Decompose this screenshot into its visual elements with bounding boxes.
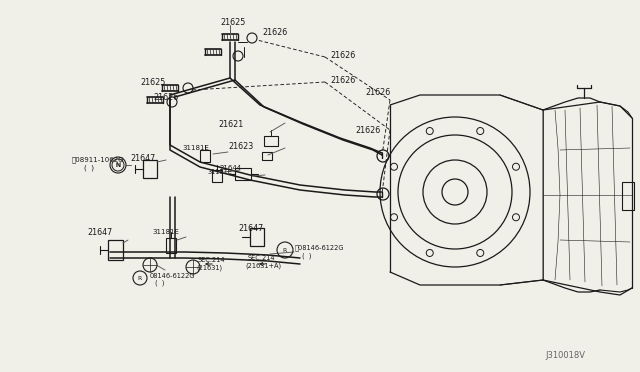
Bar — [166, 238, 176, 253]
Text: 21626: 21626 — [262, 28, 287, 36]
Bar — [200, 150, 210, 162]
Text: 21647: 21647 — [130, 154, 156, 163]
Text: 31181E: 31181E — [152, 229, 179, 235]
Text: 21623: 21623 — [228, 141, 253, 151]
Text: Ⓢ08146-6122G: Ⓢ08146-6122G — [295, 245, 344, 251]
Text: 21626: 21626 — [330, 51, 355, 60]
Text: R: R — [138, 276, 142, 280]
Text: (  ): ( ) — [84, 165, 94, 171]
Text: (  ): ( ) — [302, 253, 312, 259]
Bar — [108, 240, 123, 260]
Text: SEC.214: SEC.214 — [198, 257, 226, 263]
Text: 31181E: 31181E — [208, 169, 233, 175]
Text: 21647: 21647 — [87, 228, 112, 237]
Text: R: R — [283, 247, 287, 253]
Text: (21631+A): (21631+A) — [245, 263, 281, 269]
Text: 21625: 21625 — [140, 77, 165, 87]
Text: 21621: 21621 — [218, 119, 243, 128]
Bar — [262, 152, 272, 160]
Text: 21626: 21626 — [355, 125, 380, 135]
Bar — [250, 228, 264, 246]
Text: N: N — [115, 162, 120, 168]
Text: 08146-6122G: 08146-6122G — [150, 273, 195, 279]
Text: (21631): (21631) — [196, 265, 222, 271]
Bar — [212, 170, 222, 182]
Text: 21625: 21625 — [220, 17, 245, 26]
Bar — [235, 168, 251, 180]
Text: J310018V: J310018V — [545, 350, 585, 359]
Text: ⓝ08911-1062G: ⓝ08911-1062G — [72, 157, 125, 163]
Bar — [264, 136, 278, 146]
Text: SEC.214: SEC.214 — [248, 255, 276, 261]
Text: 21644: 21644 — [220, 165, 242, 171]
Bar — [622, 182, 634, 210]
Bar — [143, 160, 157, 178]
Text: 21626: 21626 — [153, 93, 179, 102]
Text: 21626: 21626 — [330, 76, 355, 84]
Text: 31181E: 31181E — [182, 145, 209, 151]
Text: 21626: 21626 — [365, 87, 390, 96]
Text: N: N — [116, 163, 120, 167]
Text: 21647: 21647 — [238, 224, 263, 232]
Text: (  ): ( ) — [155, 280, 164, 286]
